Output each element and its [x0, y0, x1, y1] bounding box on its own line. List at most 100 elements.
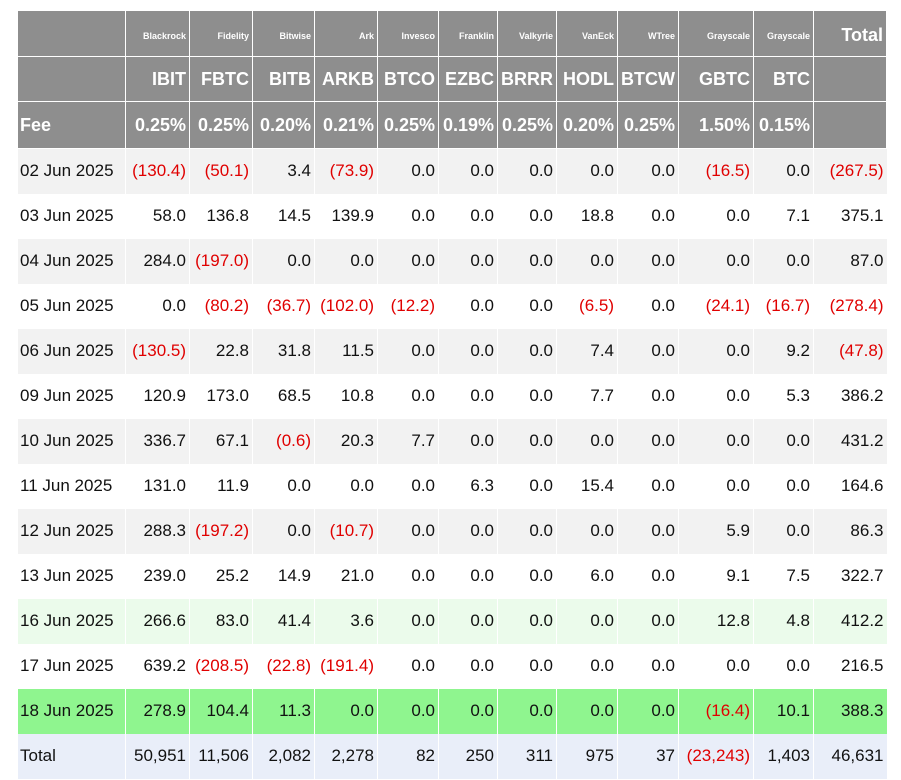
flow-value: 22.8 [189, 328, 253, 374]
flow-value: 3.6 [314, 598, 378, 644]
flow-value: 0.0 [678, 193, 754, 239]
flow-value: 0.0 [617, 598, 679, 644]
flow-value: 136.8 [189, 193, 253, 239]
flow-value: 0.0 [377, 148, 439, 194]
flow-value: (24.1) [678, 283, 754, 329]
flow-value: (267.5) [813, 148, 887, 194]
fee: 0.25% [189, 101, 253, 149]
data-row: 06 Jun 2025 (130.5) 22.8 31.8 11.5 0.0 0.0 0.0 7… [17, 328, 887, 374]
flow-value: 0.0 [617, 643, 679, 689]
flow-value: 431.2 [813, 418, 887, 464]
row-label: Total [17, 733, 126, 779]
flow-value: 250 [438, 733, 498, 779]
flow-value: 0.0 [377, 553, 439, 599]
flow-value: 9.1 [678, 553, 754, 599]
flow-value: 311 [497, 733, 557, 779]
flow-value: 0.0 [678, 373, 754, 419]
flow-value: 0.0 [497, 688, 557, 734]
flow-value: 0.0 [497, 598, 557, 644]
row-label: 18 Jun 2025 [17, 688, 126, 734]
flow-value: 21.0 [314, 553, 378, 599]
empty-cell [17, 10, 126, 57]
flow-value: 0.0 [678, 328, 754, 374]
data-row: 09 Jun 2025 120.9 173.0 68.5 10.8 0.0 0.0 0.0 7.… [17, 373, 887, 419]
ticker: HODL [556, 56, 618, 102]
flow-value: 86.3 [813, 508, 887, 554]
flow-value: 0.0 [438, 643, 498, 689]
flow-value: 0.0 [617, 463, 679, 509]
flow-value: 0.0 [497, 193, 557, 239]
flow-value: 386.2 [813, 373, 887, 419]
flow-value: 7.7 [377, 418, 439, 464]
data-row: 05 Jun 2025 0.0 (80.2) (36.7) (102.0) (12.2) 0… [17, 283, 887, 329]
flow-value: 0.0 [617, 238, 679, 284]
flow-value: 0.0 [556, 688, 618, 734]
flow-value: 0.0 [556, 508, 618, 554]
flow-value: 0.0 [377, 238, 439, 284]
flow-value: (197.2) [189, 508, 253, 554]
ticker: BTCW [617, 56, 679, 102]
ticker: BITB [252, 56, 315, 102]
flow-value: 3.4 [252, 148, 315, 194]
flow-value: 9.2 [753, 328, 814, 374]
flow-value: 6.0 [556, 553, 618, 599]
flow-value: 37 [617, 733, 679, 779]
empty-cell [813, 56, 887, 102]
flow-value: (16.7) [753, 283, 814, 329]
flow-value: 164.6 [813, 463, 887, 509]
total-header: Total [813, 10, 887, 57]
flow-value: 5.3 [753, 373, 814, 419]
flow-value: 7.7 [556, 373, 618, 419]
flow-value: (16.4) [678, 688, 754, 734]
flow-value: (80.2) [189, 283, 253, 329]
flow-value: (23,243) [678, 733, 754, 779]
flow-value: 0.0 [438, 373, 498, 419]
flow-value: 0.0 [556, 418, 618, 464]
row-label: 03 Jun 2025 [17, 193, 126, 239]
ticker: ARKB [314, 56, 378, 102]
fee: 0.25% [497, 101, 557, 149]
issuer: Valkyrie [497, 10, 557, 57]
row-label: 12 Jun 2025 [17, 508, 126, 554]
data-row: 17 Jun 2025 639.2 (208.5) (22.8) (191.4) 0.0 0… [17, 643, 887, 689]
flow-value: 0.0 [617, 553, 679, 599]
etf-flow-table: Blackrock Fidelity Bitwise Ark Invesco Frankl… [17, 10, 887, 779]
flow-value: 0.0 [377, 463, 439, 509]
flow-value: 639.2 [125, 643, 190, 689]
flow-value: 83.0 [189, 598, 253, 644]
flow-value: 5.9 [678, 508, 754, 554]
fee-label: Fee [17, 101, 126, 149]
flow-value: 0.0 [438, 508, 498, 554]
flow-value: (73.9) [314, 148, 378, 194]
flow-value: 2,082 [252, 733, 315, 779]
flow-value: 6.3 [438, 463, 498, 509]
row-label: 10 Jun 2025 [17, 418, 126, 464]
issuer: Invesco [377, 10, 439, 57]
flow-value: 87.0 [813, 238, 887, 284]
flow-value: 0.0 [438, 193, 498, 239]
flow-value: 2,278 [314, 733, 378, 779]
data-row: 03 Jun 2025 58.0 136.8 14.5 139.9 0.0 0.0 0.0 18… [17, 193, 887, 239]
flow-value: (130.4) [125, 148, 190, 194]
row-label: 09 Jun 2025 [17, 373, 126, 419]
flow-value: 11,506 [189, 733, 253, 779]
flow-value: 0.0 [438, 553, 498, 599]
data-row: 02 Jun 2025 (130.4) (50.1) 3.4 (73.9) 0.0 0.0 0… [17, 148, 887, 194]
flow-value: (50.1) [189, 148, 253, 194]
flow-value: (10.7) [314, 508, 378, 554]
ticker: BTCO [377, 56, 439, 102]
flow-value: 0.0 [678, 238, 754, 284]
flow-value: 0.0 [377, 373, 439, 419]
flow-value: 0.0 [753, 418, 814, 464]
ticker: GBTC [678, 56, 754, 102]
flow-value: 68.5 [252, 373, 315, 419]
flow-value: 239.0 [125, 553, 190, 599]
issuer: Blackrock [125, 10, 190, 57]
flow-value: (197.0) [189, 238, 253, 284]
fee: 0.21% [314, 101, 378, 149]
flow-value: 20.3 [314, 418, 378, 464]
flow-value: 173.0 [189, 373, 253, 419]
ticker: EZBC [438, 56, 498, 102]
ticker: BTC [753, 56, 814, 102]
